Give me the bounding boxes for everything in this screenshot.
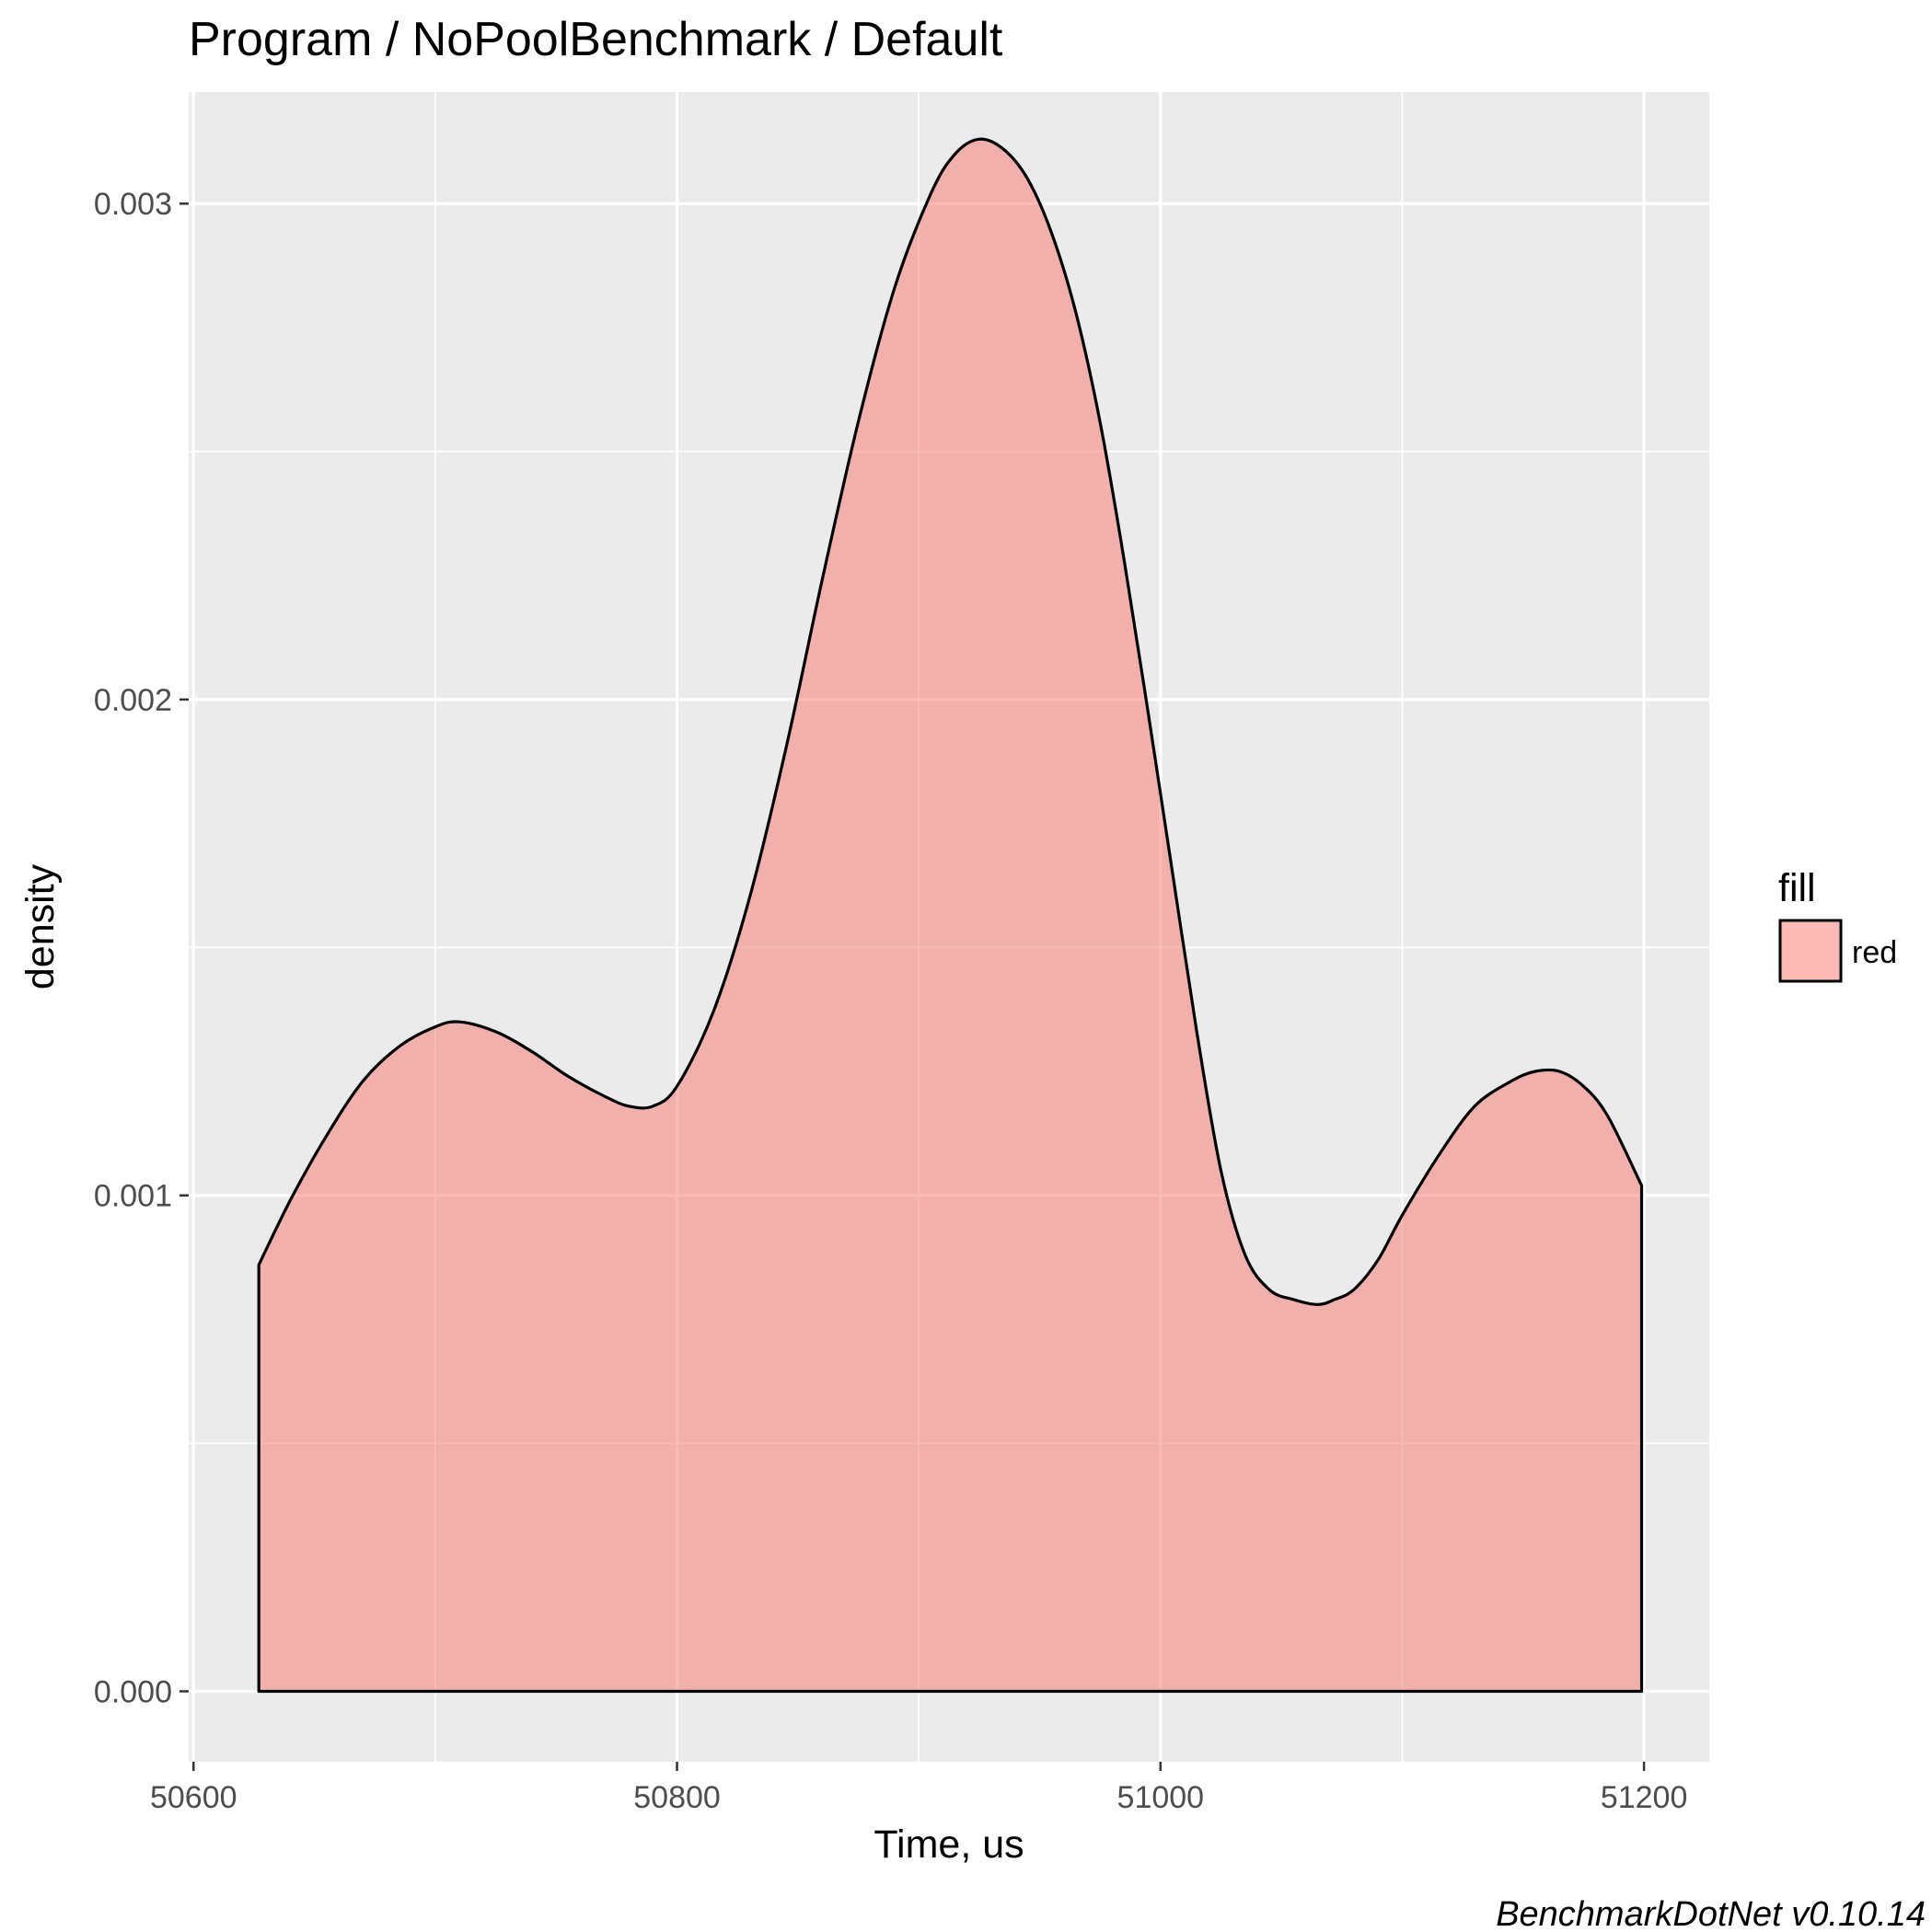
x-axis: 50600 50800 51000 51200	[150, 1762, 1687, 1815]
x-tick-label: 50600	[150, 1780, 237, 1815]
chart-title: Program / NoPoolBenchmark / Default	[189, 13, 1003, 66]
chart-caption: BenchmarkDotNet v0.10.14	[1496, 1895, 1926, 1932]
y-tick-label: 0.001	[94, 1179, 172, 1214]
y-axis: 0.000 0.001 0.002 0.003	[94, 187, 189, 1709]
x-tick-label: 51200	[1601, 1780, 1688, 1815]
legend: fill red	[1778, 866, 1897, 983]
x-tick-label: 50800	[633, 1780, 721, 1815]
x-axis-title: Time, us	[873, 1822, 1024, 1867]
y-tick-label: 0.002	[94, 683, 172, 718]
y-axis-title: density	[18, 863, 63, 989]
density-area	[257, 137, 1644, 1694]
x-tick-label: 51000	[1117, 1780, 1205, 1815]
y-tick-label: 0.000	[94, 1674, 172, 1709]
legend-title: fill	[1778, 866, 1816, 910]
legend-key-red	[1778, 919, 1843, 983]
legend-label-red: red	[1852, 935, 1897, 970]
y-tick-label: 0.003	[94, 187, 172, 222]
